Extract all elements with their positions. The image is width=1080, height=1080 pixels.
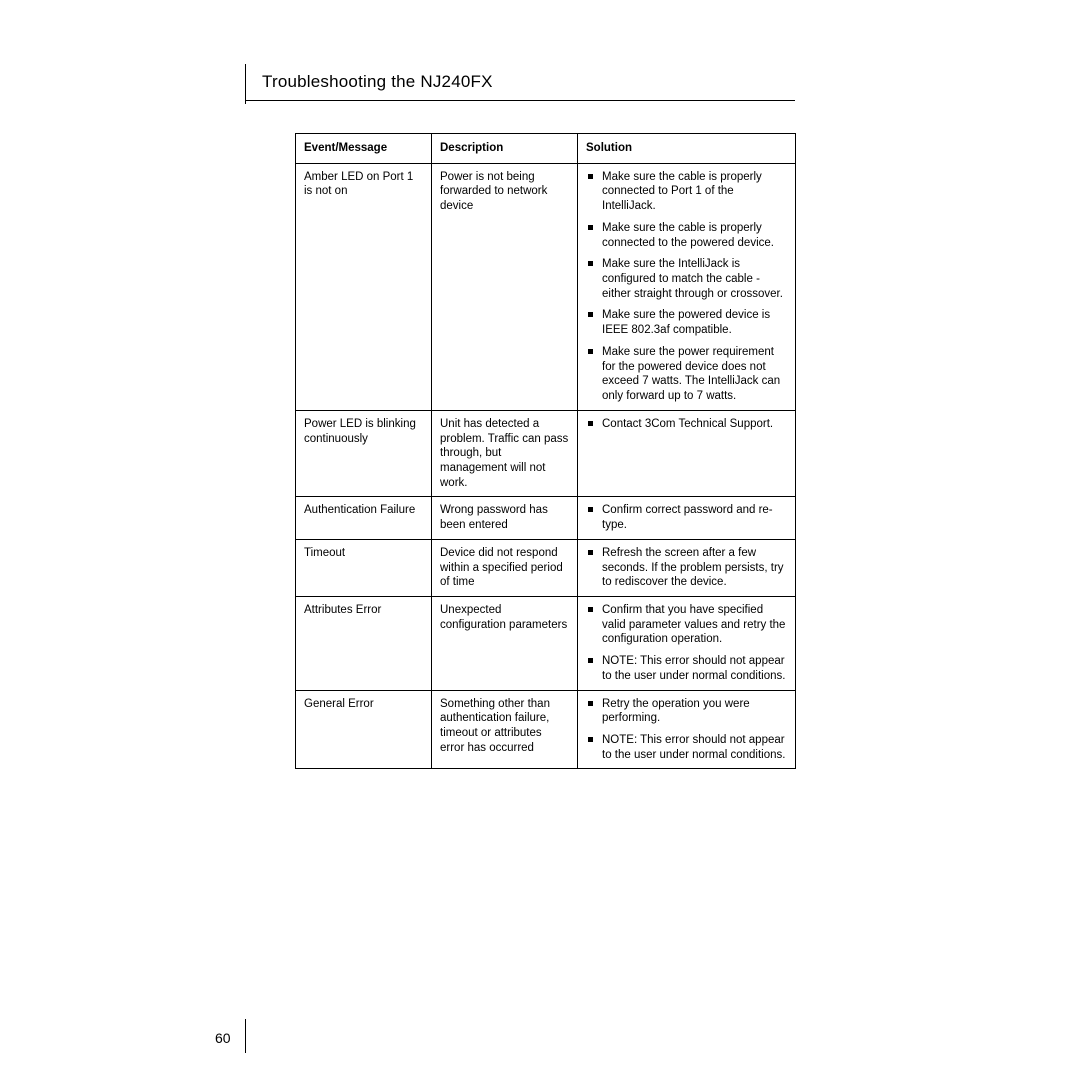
- header-side-rule: [245, 64, 246, 104]
- solution-item: Make sure the cable is properly connecte…: [586, 170, 787, 214]
- cell-event: Amber LED on Port 1 is not on: [296, 163, 432, 410]
- solution-list: Refresh the screen after a few seconds. …: [586, 546, 787, 590]
- table-row: Attributes ErrorUnexpected configuration…: [296, 596, 796, 690]
- cell-description: Something other than authentication fail…: [432, 690, 578, 769]
- troubleshooting-table-wrap: Event/Message Description Solution Amber…: [295, 133, 795, 769]
- table-header-row: Event/Message Description Solution: [296, 134, 796, 164]
- table-row: Power LED is blinking continuouslyUnit h…: [296, 410, 796, 497]
- cell-description: Device did not respond within a specifie…: [432, 539, 578, 596]
- cell-event: Power LED is blinking continuously: [296, 410, 432, 497]
- table-row: TimeoutDevice did not respond within a s…: [296, 539, 796, 596]
- cell-solution: Retry the operation you were performing.…: [578, 690, 796, 769]
- cell-description: Power is not being forwarded to network …: [432, 163, 578, 410]
- solution-list: Make sure the cable is properly connecte…: [586, 170, 787, 404]
- table-body: Amber LED on Port 1 is not onPower is no…: [296, 163, 796, 769]
- page-title: Troubleshooting the NJ240FX: [262, 72, 493, 92]
- table-row: Authentication FailureWrong password has…: [296, 497, 796, 539]
- solution-item: NOTE: This error should not appear to th…: [586, 654, 787, 683]
- solution-item: Retry the operation you were performing.: [586, 697, 787, 726]
- cell-solution: Contact 3Com Technical Support.: [578, 410, 796, 497]
- solution-item: Confirm correct password and re-type.: [586, 503, 787, 532]
- cell-description: Unexpected configuration parameters: [432, 596, 578, 690]
- col-header-description: Description: [432, 134, 578, 164]
- solution-item: Make sure the IntelliJack is configured …: [586, 257, 787, 301]
- cell-solution: Make sure the cable is properly connecte…: [578, 163, 796, 410]
- cell-solution: Confirm correct password and re-type.: [578, 497, 796, 539]
- solution-item: Make sure the powered device is IEEE 802…: [586, 308, 787, 337]
- footer-side-rule: [245, 1019, 246, 1053]
- header-underline: [245, 100, 795, 101]
- document-page: Troubleshooting the NJ240FX Event/Messag…: [0, 0, 1080, 1080]
- cell-solution: Confirm that you have specified valid pa…: [578, 596, 796, 690]
- cell-event: Attributes Error: [296, 596, 432, 690]
- cell-event: Authentication Failure: [296, 497, 432, 539]
- solution-item: Refresh the screen after a few seconds. …: [586, 546, 787, 590]
- cell-description: Unit has detected a problem. Traffic can…: [432, 410, 578, 497]
- cell-event: General Error: [296, 690, 432, 769]
- solution-list: Contact 3Com Technical Support.: [586, 417, 787, 432]
- cell-description: Wrong password has been entered: [432, 497, 578, 539]
- cell-event: Timeout: [296, 539, 432, 596]
- solution-list: Retry the operation you were performing.…: [586, 697, 787, 763]
- solution-list: Confirm that you have specified valid pa…: [586, 603, 787, 684]
- col-header-event: Event/Message: [296, 134, 432, 164]
- solution-item: Make sure the power requirement for the …: [586, 345, 787, 404]
- page-number: 60: [215, 1030, 231, 1046]
- solution-item: NOTE: This error should not appear to th…: [586, 733, 787, 762]
- solution-item: Contact 3Com Technical Support.: [586, 417, 787, 432]
- solution-list: Confirm correct password and re-type.: [586, 503, 787, 532]
- solution-item: Make sure the cable is properly connecte…: [586, 221, 787, 250]
- troubleshooting-table: Event/Message Description Solution Amber…: [295, 133, 796, 769]
- cell-solution: Refresh the screen after a few seconds. …: [578, 539, 796, 596]
- table-row: General ErrorSomething other than authen…: [296, 690, 796, 769]
- solution-item: Confirm that you have specified valid pa…: [586, 603, 787, 647]
- col-header-solution: Solution: [578, 134, 796, 164]
- table-row: Amber LED on Port 1 is not onPower is no…: [296, 163, 796, 410]
